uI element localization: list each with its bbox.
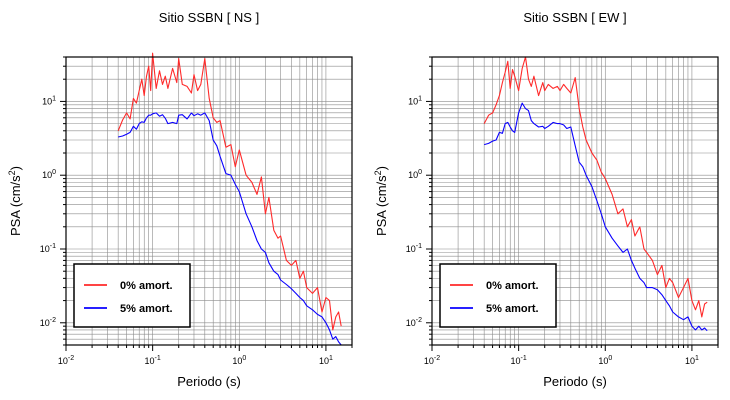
legend-label: 0% amort. xyxy=(486,280,539,292)
y-axis-label: PSA (cm/s2) xyxy=(7,166,23,236)
series-line-0pct xyxy=(117,52,342,331)
legend-label: 5% amort. xyxy=(486,303,539,315)
chart-title: Sitio SSBN [ NS ] xyxy=(159,10,259,25)
y-tick-label: 100 xyxy=(42,169,56,180)
chart-ns: Sitio SSBN [ NS ] 10-2 10-1 100 101 10-2 10-1 1… xyxy=(7,10,353,389)
series-line-0pct xyxy=(483,56,708,318)
x-tick-label: 10-2 xyxy=(58,355,74,366)
x-tick-label: 100 xyxy=(232,355,246,366)
legend-label: 5% amort. xyxy=(120,303,173,315)
x-tick-label: 10-2 xyxy=(424,355,440,366)
y-axis-label: PSA (cm/s2) xyxy=(373,166,389,236)
y-tick-label: 10-1 xyxy=(40,243,56,254)
plot-frame xyxy=(431,56,719,346)
legend-box xyxy=(73,263,191,328)
x-axis-label: Periodo (s) xyxy=(177,374,241,389)
legend: 0% amort. 5% amort. xyxy=(439,263,557,328)
y-tick-label: 101 xyxy=(42,95,56,106)
ticks xyxy=(426,56,719,351)
x-tick-label: 10-1 xyxy=(511,355,527,366)
series-line-5pct xyxy=(118,112,342,346)
chart-ew: Sitio SSBN [ EW ] 10-2 10-1 100 101 10-2 10-1 1… xyxy=(373,10,719,389)
y-tick-label: 10-2 xyxy=(406,317,422,328)
y-tick-label: 10-1 xyxy=(406,243,422,254)
plot-frame xyxy=(65,56,353,346)
chart-title: Sitio SSBN [ EW ] xyxy=(523,10,626,25)
legend-box xyxy=(439,263,557,328)
y-tick-label: 100 xyxy=(408,169,422,180)
y-tick-label: 101 xyxy=(408,95,422,106)
x-axis-label: Periodo (s) xyxy=(543,374,607,389)
x-tick-label: 101 xyxy=(319,355,333,366)
legend-label: 0% amort. xyxy=(120,280,173,292)
x-tick-label: 101 xyxy=(685,355,699,366)
x-tick-label: 100 xyxy=(598,355,612,366)
y-tick-label: 10-2 xyxy=(40,317,56,328)
legend: 0% amort. 5% amort. xyxy=(73,263,191,328)
series-line-5pct xyxy=(484,102,708,332)
ticks xyxy=(60,56,353,351)
x-tick-label: 10-1 xyxy=(145,355,161,366)
